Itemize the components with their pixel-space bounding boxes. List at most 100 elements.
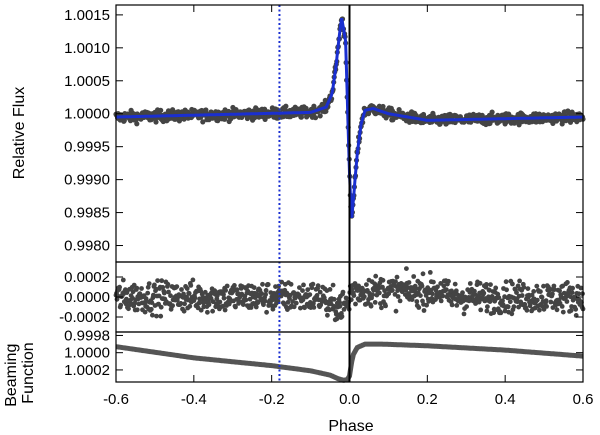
y-tick-label: 0.0002 <box>64 269 110 286</box>
residual-point <box>514 290 519 295</box>
residual-point <box>472 292 478 297</box>
x-tick-label: 0.2 <box>417 391 438 408</box>
x-ticks: -0.6 -0.4 -0.2 0.0 0.2 0.4 0.6 <box>103 5 593 408</box>
residual-point <box>421 308 427 313</box>
residual-point <box>409 297 415 302</box>
residual-point <box>221 295 227 301</box>
residual-point <box>206 302 212 308</box>
residual-point <box>160 285 166 290</box>
residual-point <box>368 303 374 309</box>
x-tick-label: 0.0 <box>339 391 360 408</box>
residual-point <box>279 279 285 285</box>
residual-point <box>504 287 509 293</box>
residual-point <box>509 311 515 317</box>
residual-point <box>552 287 557 292</box>
flux-point <box>298 114 304 120</box>
residual-point <box>418 293 423 298</box>
residual-point <box>537 307 542 313</box>
residual-point <box>538 289 543 294</box>
residual-point <box>416 305 422 310</box>
residual-point <box>576 291 582 297</box>
residual-point <box>233 304 238 310</box>
residual-point <box>503 279 509 285</box>
residual-point <box>261 302 266 308</box>
residual-point <box>159 278 165 284</box>
residual-point <box>373 273 379 279</box>
residual-point <box>263 288 269 293</box>
residual-point <box>142 309 148 315</box>
residual-point <box>386 291 392 297</box>
residual-point <box>419 283 425 289</box>
residual-point <box>126 306 131 312</box>
residual-point <box>124 290 130 295</box>
residual-point <box>477 280 483 286</box>
residual-point <box>196 300 202 306</box>
residual-point <box>420 271 426 277</box>
y-tick-label: 0.9980 <box>64 238 110 255</box>
residual-point <box>424 302 429 308</box>
residual-point <box>288 281 294 287</box>
residual-point <box>487 299 493 304</box>
residual-point <box>305 287 311 293</box>
residual-point <box>184 286 190 291</box>
residual-point <box>158 304 164 310</box>
residual-point <box>337 303 343 309</box>
residual-point <box>179 287 184 292</box>
top-y-ticks: 0.9980 0.9985 0.9990 0.9995 1.0000 1.0005 1.00… <box>64 7 583 255</box>
residual-point <box>307 292 313 297</box>
residual-point <box>534 283 540 289</box>
residual-point <box>454 303 460 308</box>
residual-point <box>561 290 567 296</box>
residual-point <box>259 291 264 296</box>
residual-point <box>430 291 435 297</box>
residual-point <box>285 300 291 305</box>
flux-point <box>312 115 319 121</box>
residual-point <box>234 287 240 292</box>
residual-point <box>449 302 455 308</box>
residual-point <box>440 293 446 299</box>
residual-point <box>251 285 257 290</box>
residual-point <box>372 300 378 305</box>
residual-point <box>210 308 216 314</box>
residual-point <box>223 288 229 293</box>
residual-point <box>411 274 417 279</box>
residual-point <box>395 294 401 299</box>
flux-point <box>153 119 159 125</box>
residual-point <box>302 305 307 311</box>
x-tick-label: 0.4 <box>495 391 516 408</box>
residual-point <box>564 299 570 304</box>
residual-point <box>570 285 575 291</box>
residual-point <box>198 307 204 313</box>
residual-point <box>548 299 554 305</box>
residual-point <box>262 298 268 304</box>
residual-point <box>551 283 557 289</box>
residual-point <box>145 284 151 290</box>
residual-point <box>356 283 361 289</box>
residual-point <box>248 305 254 310</box>
residual-point <box>435 284 440 290</box>
x-axis-label: Phase <box>328 418 373 435</box>
residual-point <box>467 281 473 286</box>
residual-point <box>380 284 385 290</box>
residual-point <box>243 297 249 303</box>
y-tick-label: 0.9995 <box>64 139 110 156</box>
residual-point <box>519 293 525 298</box>
residual-point <box>394 274 400 280</box>
residual-panel: -0.0002 0.0000 0.0002 <box>59 266 586 326</box>
top-panel: 0.9980 0.9985 0.9990 0.9995 1.0000 1.0005 1.00… <box>64 7 586 255</box>
residual-point <box>364 282 369 287</box>
residual-point <box>343 295 349 301</box>
residual-point <box>311 305 317 310</box>
flux-point <box>134 121 140 127</box>
residual-point <box>181 291 186 297</box>
residual-point <box>270 306 276 312</box>
residual-point <box>559 304 565 309</box>
residual-point <box>181 308 187 314</box>
residual-points <box>113 266 586 323</box>
residual-point <box>544 304 549 309</box>
residual-point <box>339 314 345 319</box>
residual-point <box>426 298 432 304</box>
flux-point <box>317 113 323 119</box>
residual-point <box>314 293 320 298</box>
residual-point <box>334 316 340 322</box>
